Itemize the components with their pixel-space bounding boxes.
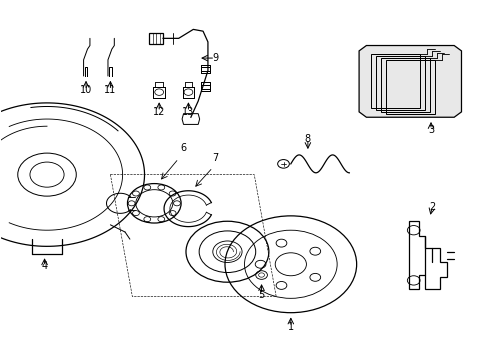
Text: 7: 7 (212, 153, 218, 163)
Text: 8: 8 (304, 134, 310, 144)
Text: 2: 2 (428, 202, 434, 212)
Text: 1: 1 (287, 322, 293, 332)
Text: 13: 13 (182, 107, 194, 117)
Text: 12: 12 (153, 107, 165, 117)
Text: 9: 9 (212, 53, 218, 63)
Text: 10: 10 (80, 85, 92, 95)
Text: 6: 6 (180, 143, 186, 153)
Polygon shape (358, 45, 461, 117)
Text: 4: 4 (41, 261, 47, 271)
Text: 11: 11 (104, 85, 116, 95)
Text: 5: 5 (258, 290, 264, 300)
Text: 3: 3 (427, 125, 433, 135)
